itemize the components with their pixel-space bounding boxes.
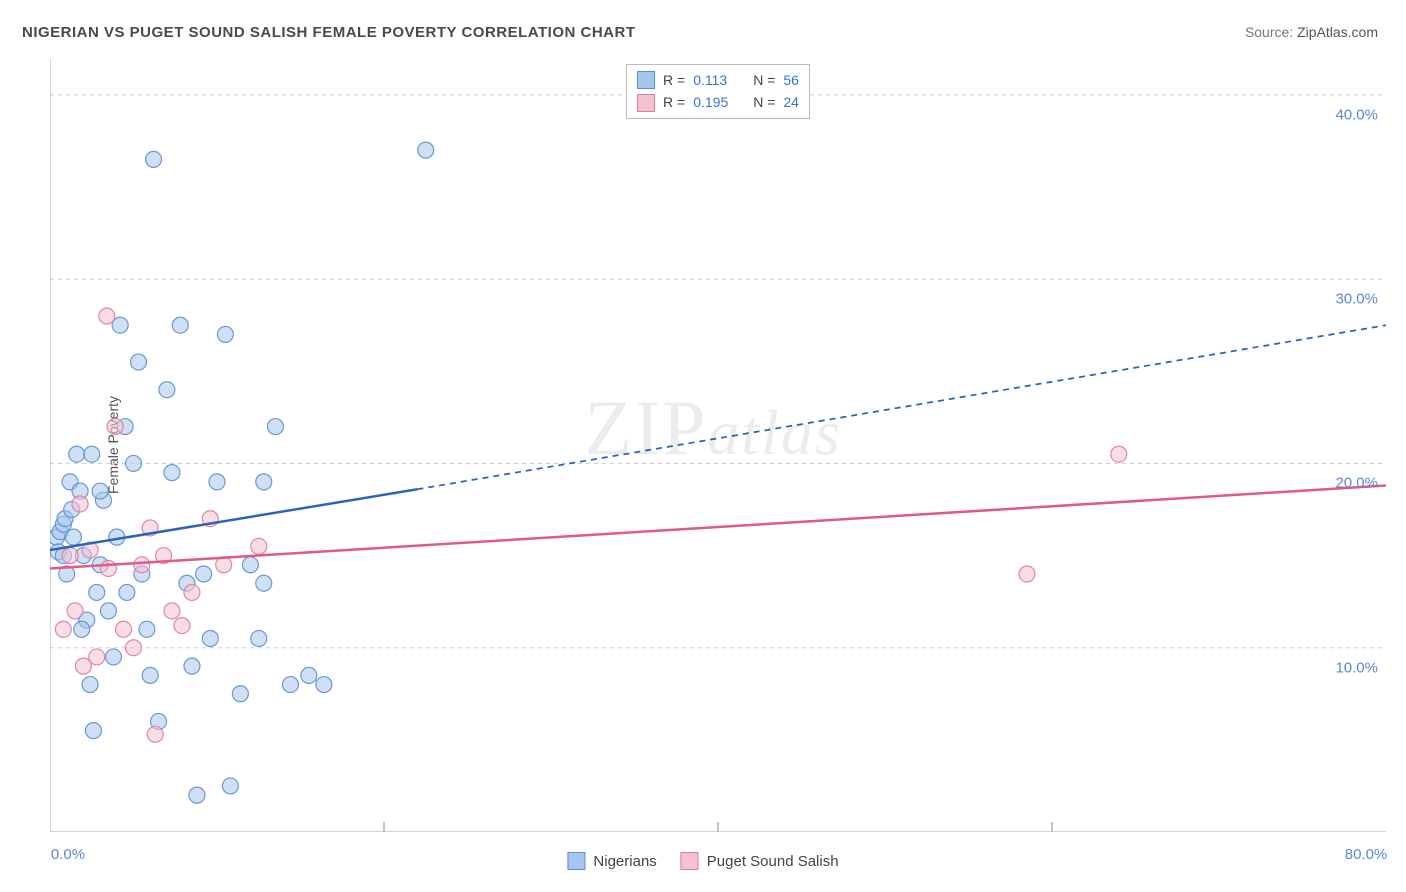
plot-area: Female Poverty ZIPatlas R =0.113N =56R =… <box>50 58 1386 832</box>
legend-series-item: Nigerians <box>567 852 656 870</box>
x-max-label: 80.0% <box>1345 846 1388 863</box>
legend-correlation-row: R = 0.195 N = 24 <box>637 91 799 113</box>
y-tick-label: 30.0% <box>1335 291 1378 308</box>
legend-n-label: N = <box>753 69 775 91</box>
legend-n-value: 24 <box>783 91 799 113</box>
legend-n-value: 56 <box>783 69 799 91</box>
legend-swatch <box>637 71 655 89</box>
legend-r-label: R = <box>663 91 685 113</box>
legend-series-label: Nigerians <box>593 853 656 870</box>
legend-swatch <box>567 852 585 870</box>
legend-swatch <box>637 94 655 112</box>
legend-series-item: Puget Sound Salish <box>681 852 839 870</box>
source-label: Source: <box>1245 24 1297 40</box>
chart-container: NIGERIAN VS PUGET SOUND SALISH FEMALE PO… <box>0 0 1406 892</box>
legend-correlation-row: R = 0.113 N = 56 <box>637 69 799 91</box>
legend-r-label: R = <box>663 69 685 91</box>
legend-series-label: Puget Sound Salish <box>707 853 839 870</box>
source-attribution: Source: ZipAtlas.com <box>1245 24 1378 40</box>
legend-r-value: 0.113 <box>693 69 745 91</box>
source-value: ZipAtlas.com <box>1297 24 1378 40</box>
legend-correlation: R = 0.113 N = 56 R = 0.195 N = 24 <box>626 64 810 119</box>
x-min-label: 0.0% <box>51 846 85 863</box>
y-tick-label: 10.0% <box>1335 659 1378 676</box>
y-tick-label: 40.0% <box>1335 106 1378 123</box>
legend-r-value: 0.195 <box>693 91 745 113</box>
legend-series: Nigerians Puget Sound Salish <box>567 852 838 870</box>
legend-n-label: N = <box>753 91 775 113</box>
legend-swatch <box>681 852 699 870</box>
chart-title: NIGERIAN VS PUGET SOUND SALISH FEMALE PO… <box>22 24 635 41</box>
chart-svg <box>50 58 1386 832</box>
y-tick-label: 20.0% <box>1335 475 1378 492</box>
